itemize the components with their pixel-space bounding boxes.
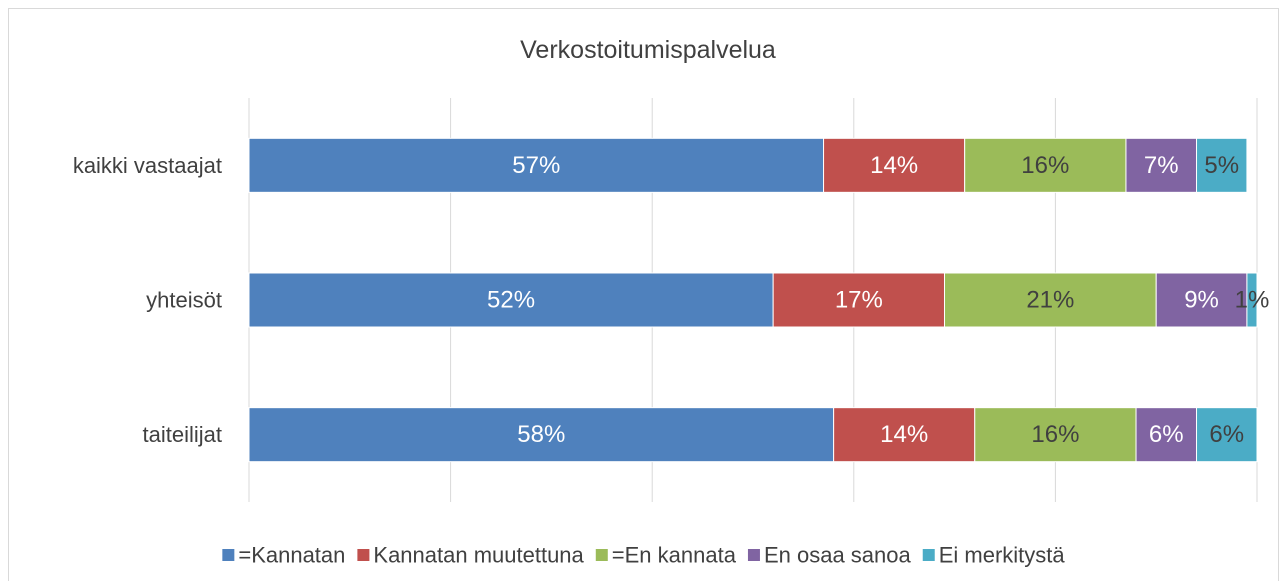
legend-swatch bbox=[747, 549, 760, 561]
legend-label: =Kannatan bbox=[238, 543, 345, 568]
bar-segment bbox=[1196, 137, 1248, 193]
data-label: 52% bbox=[487, 287, 535, 314]
legend-label: En osaa sanoa bbox=[764, 543, 912, 568]
y-tick-label: taiteilijat bbox=[143, 422, 222, 447]
legend-label: =En kannata bbox=[612, 543, 737, 568]
bar-segment bbox=[1196, 407, 1258, 463]
data-label: 16% bbox=[1021, 152, 1069, 179]
data-label: 21% bbox=[1026, 287, 1074, 314]
bar-segment bbox=[944, 272, 1157, 328]
data-label: 1% bbox=[1235, 287, 1270, 314]
bar-segment bbox=[248, 272, 774, 328]
bar-segment bbox=[823, 137, 966, 193]
data-label: 14% bbox=[870, 152, 918, 179]
legend-swatch bbox=[357, 549, 370, 561]
legend-label: Ei merkitystä bbox=[939, 543, 1066, 568]
data-label: 14% bbox=[880, 421, 928, 448]
data-label: 7% bbox=[1144, 152, 1179, 179]
bar-segment bbox=[833, 407, 976, 463]
legend-swatch bbox=[595, 549, 608, 561]
data-label: 9% bbox=[1184, 287, 1219, 314]
chart-title: Verkostoitumispalvelua bbox=[520, 36, 776, 64]
data-label: 17% bbox=[835, 287, 883, 314]
bar-segment bbox=[964, 137, 1127, 193]
data-label: 16% bbox=[1031, 421, 1079, 448]
data-label: 6% bbox=[1149, 421, 1184, 448]
bar-segment bbox=[1155, 272, 1248, 328]
legend-swatch bbox=[222, 549, 235, 561]
legend-label: Kannatan muutettuna bbox=[373, 543, 584, 568]
bar-segment bbox=[248, 407, 835, 463]
data-label: 58% bbox=[517, 421, 565, 448]
y-tick-label: yhteisöt bbox=[146, 288, 222, 313]
bar-segment bbox=[1125, 137, 1198, 193]
y-tick-label: kaikki vastaajat bbox=[73, 153, 222, 178]
bar-segment bbox=[772, 272, 946, 328]
bar-segment bbox=[1246, 272, 1258, 328]
data-label: 5% bbox=[1204, 152, 1239, 179]
data-label: 57% bbox=[512, 152, 560, 179]
data-label: 6% bbox=[1209, 421, 1244, 448]
bar-segment bbox=[1135, 407, 1198, 463]
bar-segment bbox=[974, 407, 1137, 463]
legend-swatch bbox=[922, 549, 935, 561]
